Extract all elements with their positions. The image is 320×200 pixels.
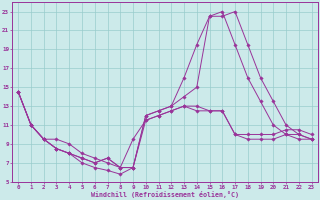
X-axis label: Windchill (Refroidissement éolien,°C): Windchill (Refroidissement éolien,°C) [91,191,239,198]
